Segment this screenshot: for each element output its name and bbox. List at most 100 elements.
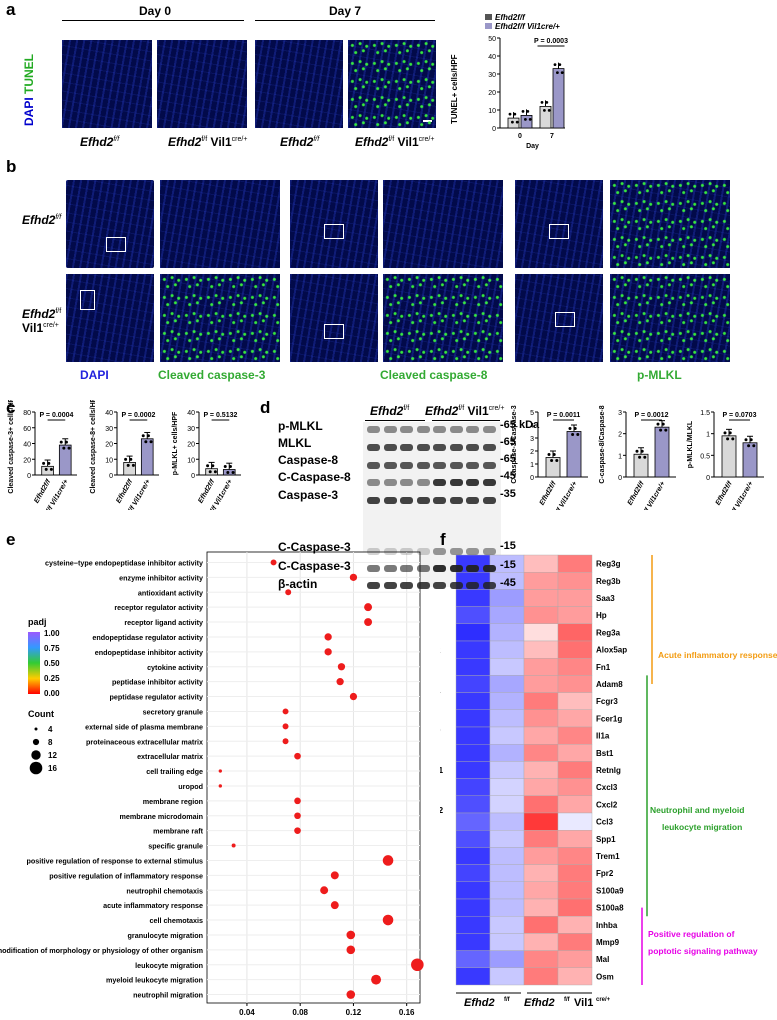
blot-label: C-Caspase-3 bbox=[278, 540, 351, 554]
heatmap-cell bbox=[455, 709, 491, 728]
gene-label: Ccl3 bbox=[596, 818, 613, 827]
term-label: membrane region bbox=[143, 797, 203, 806]
blot-header-line-ctrl bbox=[365, 420, 425, 421]
data-point bbox=[206, 464, 210, 468]
term-label: specific granule bbox=[148, 842, 203, 851]
col-label-4: Efhd2f/f Vil1cre/+ bbox=[355, 135, 435, 149]
y-tick-label: 80 bbox=[23, 410, 31, 417]
blot-band bbox=[383, 426, 397, 433]
gene-label: Fpr2 bbox=[596, 869, 614, 878]
blot-band bbox=[367, 426, 380, 433]
blot-band bbox=[383, 444, 397, 451]
tunel-image-ko-day7 bbox=[348, 40, 436, 128]
dot bbox=[371, 974, 382, 985]
bar bbox=[566, 431, 582, 478]
heatmap-cell bbox=[557, 623, 593, 642]
dot bbox=[270, 559, 277, 566]
heatmap-cell bbox=[557, 898, 593, 917]
blot-band bbox=[482, 444, 496, 451]
heatmap-cell bbox=[557, 726, 593, 745]
gene-label: Mmp9 bbox=[596, 938, 620, 947]
heatmap-cell bbox=[523, 692, 559, 711]
dot bbox=[324, 648, 332, 656]
heatmap-cell bbox=[557, 967, 593, 986]
data-point bbox=[513, 112, 517, 116]
y-tick-label: 10 bbox=[105, 457, 113, 464]
blot-band bbox=[466, 548, 479, 555]
data-point bbox=[547, 109, 551, 112]
p-value: P = 0.0012 bbox=[635, 412, 669, 419]
heatmap-cell bbox=[455, 726, 491, 745]
blot-band bbox=[449, 462, 463, 469]
data-point bbox=[231, 470, 235, 474]
term-label: receptor regulator activity bbox=[114, 603, 203, 612]
heatmap-cell bbox=[489, 881, 525, 900]
data-point bbox=[640, 449, 644, 453]
col-label-1: Efhd2f/f bbox=[80, 135, 120, 149]
heatmap-cell bbox=[557, 864, 593, 883]
heatmap-cell bbox=[455, 692, 491, 711]
legend-swatch-ctrl bbox=[485, 14, 492, 20]
blot-band bbox=[482, 462, 496, 469]
scale-tick: 1 bbox=[440, 686, 441, 695]
heatmap-cell bbox=[455, 933, 491, 951]
y-tick-label: 40 bbox=[23, 442, 31, 449]
heatmap-cell bbox=[557, 709, 593, 728]
heatmap-cell bbox=[489, 898, 525, 917]
bar bbox=[140, 438, 154, 476]
col-label-2: Efhd2f/f Vil1cre/+ bbox=[168, 135, 248, 149]
term-label: membrane microdomain bbox=[120, 812, 203, 821]
data-point bbox=[656, 422, 660, 426]
data-point bbox=[149, 440, 153, 444]
legend-swatch-ko bbox=[485, 23, 492, 29]
zoom-box bbox=[106, 237, 126, 252]
panel-a-ylabel: DAPI TUNEL bbox=[20, 40, 40, 130]
xlabel-ko: Efhd2 bbox=[524, 997, 555, 1009]
heatmap-cell bbox=[557, 933, 593, 951]
dot bbox=[218, 769, 222, 773]
y-axis-label: C-caspase-3/Caspase-3 bbox=[511, 405, 518, 483]
y-tick-label: 10 bbox=[187, 457, 195, 464]
blot-band bbox=[482, 565, 496, 572]
y-axis-label: Cleaved caspase-3+ cells/HPF bbox=[8, 400, 15, 494]
zoom-ctrl-c8 bbox=[383, 180, 503, 268]
term-label: leukocyte migration bbox=[135, 961, 203, 970]
dot bbox=[324, 633, 332, 641]
heatmap-cell bbox=[523, 881, 559, 900]
blot-band bbox=[466, 462, 479, 469]
blot-band bbox=[482, 582, 496, 589]
heatmap-cell bbox=[523, 657, 559, 676]
y-tick-label: 20 bbox=[105, 442, 113, 449]
padj-tick: 0.00 bbox=[44, 689, 60, 698]
heatmap-cell bbox=[523, 572, 559, 590]
term-label: neutrophil chemotaxis bbox=[126, 886, 203, 895]
x-tick-label: 7 bbox=[550, 133, 554, 140]
gene-label: Reg3g bbox=[596, 560, 621, 569]
blot-band bbox=[466, 426, 479, 433]
group-label: Acute inflammatory response bbox=[658, 650, 777, 660]
data-point bbox=[558, 63, 562, 66]
term-label: extracellular matrix bbox=[137, 752, 203, 761]
zoom-ko-mlkl bbox=[610, 274, 730, 362]
bar bbox=[520, 115, 533, 129]
blot-band bbox=[449, 548, 463, 555]
data-point bbox=[67, 446, 71, 450]
kda-marker: -45 bbox=[500, 470, 516, 482]
overview-ctrl-c8 bbox=[290, 180, 378, 268]
blot-header-ko: Efhd2f/f Vil1cre/+ bbox=[425, 404, 505, 418]
heatmap-cell bbox=[523, 950, 559, 969]
data-point bbox=[511, 120, 514, 124]
blot-band bbox=[400, 462, 413, 469]
term-label: positive regulation of response to exter… bbox=[26, 856, 203, 865]
data-point bbox=[146, 434, 150, 438]
blot-band bbox=[416, 426, 430, 433]
y-tick-label: 4 bbox=[530, 423, 534, 430]
gene-label: S100a9 bbox=[596, 886, 624, 895]
dapi-legend: DAPI bbox=[80, 368, 109, 382]
gene-label: Alox5ap bbox=[596, 646, 627, 655]
overview-ko-c3 bbox=[66, 274, 154, 362]
dot bbox=[364, 603, 373, 612]
heatmap-cell bbox=[455, 812, 491, 831]
term-label: positive regulation of inflammatory resp… bbox=[49, 871, 203, 880]
heatmap-cell bbox=[455, 830, 491, 848]
